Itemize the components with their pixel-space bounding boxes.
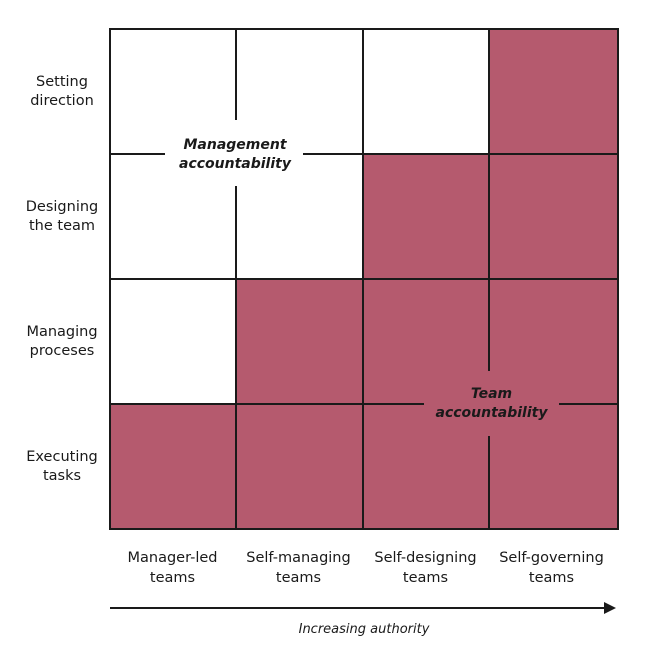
column-label-self-designing-teams: Self-designing teams bbox=[374, 550, 477, 586]
grid-cell-r3-c2-filled bbox=[363, 404, 489, 529]
grid-cell-r1-c0-empty bbox=[110, 154, 236, 279]
column-label-self-managing-teams: Self-managing teams bbox=[246, 550, 351, 586]
grid-cell-r2-c0-empty bbox=[110, 279, 236, 404]
management-accountability-label: Management accountability bbox=[179, 137, 291, 172]
row-label-executing-tasks: Executing tasks bbox=[26, 449, 98, 484]
grid-cell-r1-c3-filled bbox=[489, 154, 618, 279]
grid-cell-r2-c2-filled bbox=[363, 279, 489, 404]
grid-cell-r3-c0-filled bbox=[110, 404, 236, 529]
grid-cell-r2-c3-filled bbox=[489, 279, 618, 404]
grid-cell-r0-c1-empty bbox=[236, 29, 363, 154]
authority-arrow-head bbox=[604, 602, 616, 614]
grid-cell-r3-c3-filled bbox=[489, 404, 618, 529]
grid-cell-r1-c1-empty bbox=[236, 154, 363, 279]
row-label-setting-direction: Setting direction bbox=[30, 74, 94, 109]
column-label-manager-led-teams: Manager-led teams bbox=[127, 550, 218, 586]
grid-cell-r2-c1-filled bbox=[236, 279, 363, 404]
row-label-managing-processes: Managing proceses bbox=[26, 324, 98, 359]
team-accountability-label: Team accountability bbox=[435, 386, 548, 421]
grid-cell-r0-c0-empty bbox=[110, 29, 236, 154]
grid-cell-r3-c1-filled bbox=[236, 404, 363, 529]
increasing-authority-caption: Increasing authority bbox=[298, 622, 430, 637]
column-label-self-governing-teams: Self-governing teams bbox=[499, 550, 604, 586]
grid-cell-r0-c3-filled bbox=[489, 29, 618, 154]
grid-cell-r0-c2-empty bbox=[363, 29, 489, 154]
row-label-designing-the-team: Designing the team bbox=[25, 199, 99, 234]
grid-cell-r1-c2-filled bbox=[363, 154, 489, 279]
